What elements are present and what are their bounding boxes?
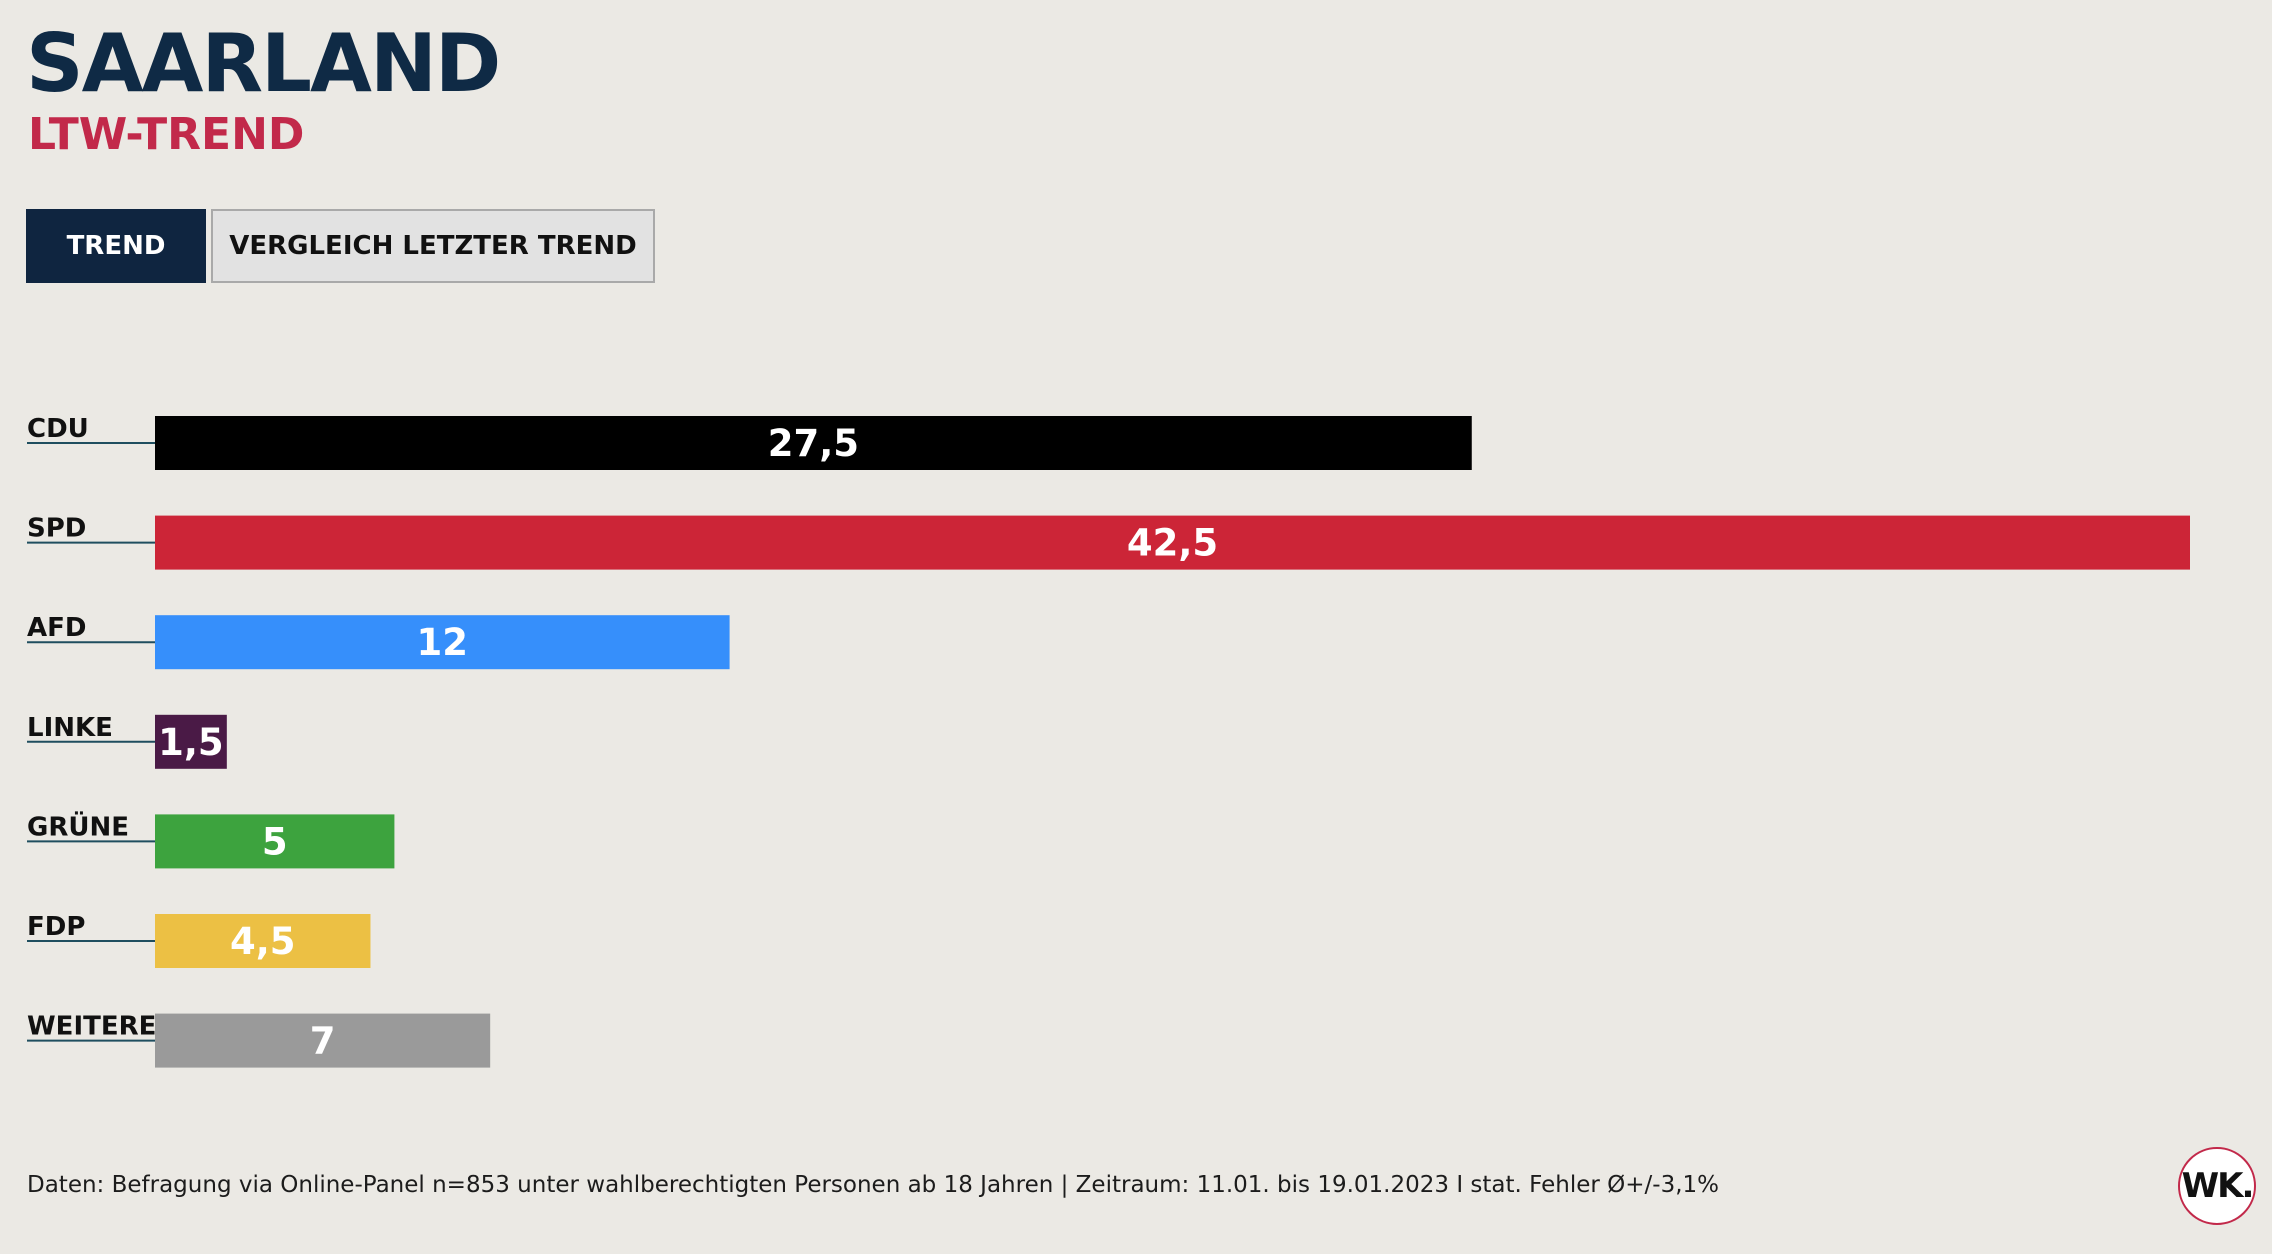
- bar-chart: CDU 27,5 SPD 42,5 AFD 12 LINKE 1,5 GRÜNE 5 FDP 4,5 W…: [27, 414, 2190, 1068]
- bar-spd[interactable]: [155, 515, 2190, 570]
- value-label-weitere: 7: [310, 1020, 336, 1063]
- value-label-afd: 12: [417, 621, 469, 664]
- category-label-linke: LINKE: [27, 713, 113, 743]
- value-label-linke: 1,5: [158, 721, 224, 764]
- category-label-weitere: WEITERE: [27, 1012, 156, 1042]
- page-title: SAARLAND: [26, 17, 501, 110]
- page-subtitle: LTW-TREND: [28, 109, 305, 160]
- category-label-afd: AFD: [27, 613, 86, 643]
- bar-fdp[interactable]: [155, 914, 371, 968]
- wk-logo[interactable]: WK.: [2178, 1147, 2256, 1225]
- bar-linke[interactable]: [155, 714, 227, 769]
- value-label-gruene: 5: [262, 820, 288, 863]
- bar-afd[interactable]: [155, 615, 730, 670]
- tab-vergleich-letzter-trend[interactable]: VERGLEICH LETZTER TREND: [211, 209, 655, 283]
- bar-weitere[interactable]: [155, 1013, 491, 1068]
- category-label-fdp: FDP: [27, 912, 85, 942]
- bar-cdu[interactable]: [155, 416, 1472, 470]
- value-label-spd: 42,5: [1127, 522, 1218, 565]
- footer-source-note: Daten: Befragung via Online-Panel n=853 …: [27, 1172, 1720, 1198]
- tab-trend[interactable]: TREND: [26, 209, 206, 283]
- bar-gruene[interactable]: [155, 814, 395, 869]
- value-label-fdp: 4,5: [230, 920, 296, 963]
- category-label-cdu: CDU: [27, 414, 89, 444]
- category-label-gruene: GRÜNE: [27, 809, 129, 842]
- category-label-spd: SPD: [27, 514, 86, 544]
- value-label-cdu: 27,5: [768, 422, 859, 465]
